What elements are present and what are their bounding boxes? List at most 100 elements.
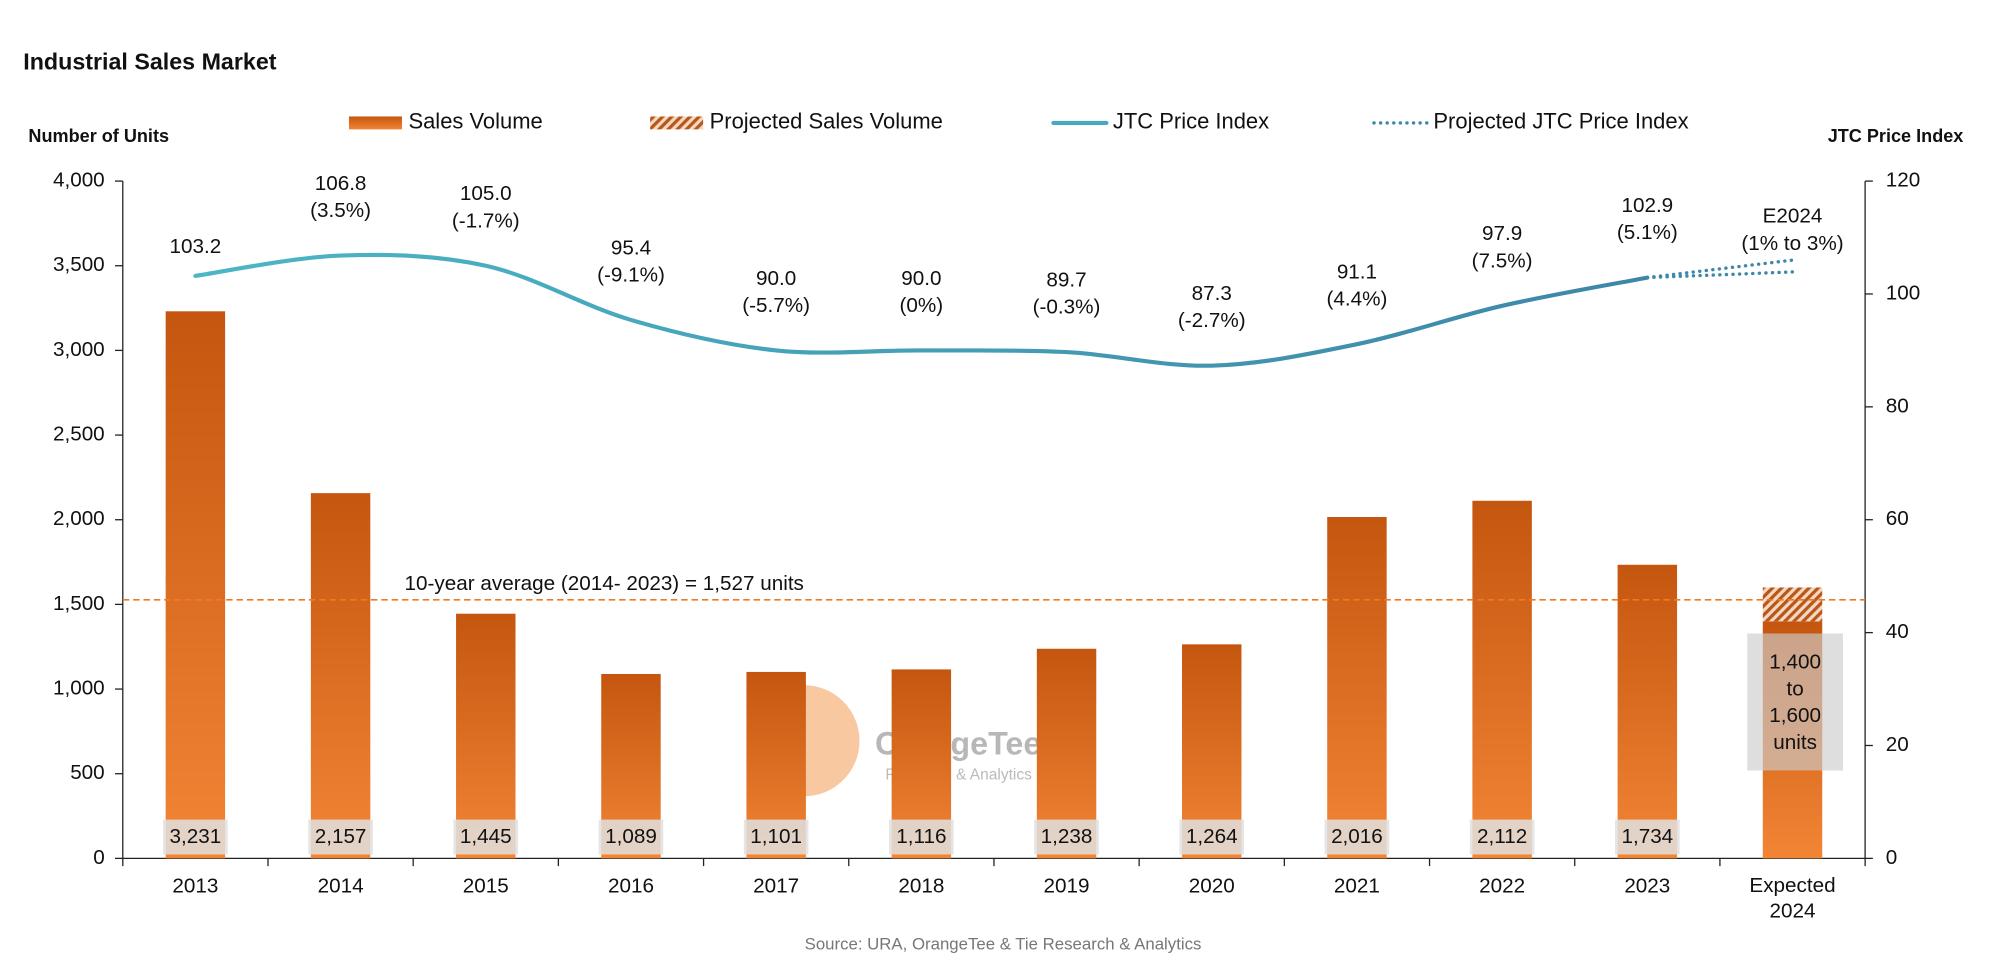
line-change-label: (-1.7%) xyxy=(452,209,520,232)
bar xyxy=(1472,500,1532,859)
bar xyxy=(310,493,371,859)
line-change-label: (4.4%) xyxy=(1326,288,1387,311)
legend-label: Sales Volume xyxy=(408,109,542,134)
line-change-label: (-9.1%) xyxy=(597,263,665,286)
value-label-bg xyxy=(1615,819,1680,855)
line-value-label: 97.9 xyxy=(1482,222,1522,245)
projected-line xyxy=(1645,270,1795,280)
projection-range: (1% to 3%) xyxy=(1741,232,1843,255)
line-value-label: 89.7 xyxy=(1046,268,1086,291)
y-tick-label: 2,500 xyxy=(53,423,105,446)
x-tick-label: Expected 2024 xyxy=(1749,874,1835,923)
bar xyxy=(165,311,226,859)
x-tick-label: 2019 xyxy=(1044,874,1090,897)
average-label: 10-year average (2014- 2023) = 1,527 uni… xyxy=(405,572,804,595)
y2-tick-label: 60 xyxy=(1886,507,1909,530)
x-tick-label: 2018 xyxy=(898,874,944,897)
value-label: 2,016 xyxy=(1331,825,1383,848)
line-value-label: 105.0 xyxy=(460,182,512,205)
y2-tick-label: 100 xyxy=(1886,281,1921,304)
value-label: 1,089 xyxy=(605,825,657,848)
y2-axis-title: JTC Price Index xyxy=(1828,126,1964,146)
y-tick-label: 1,500 xyxy=(53,592,105,615)
bar xyxy=(1617,564,1678,859)
projection-text: 1,600 xyxy=(1769,704,1821,727)
projection-text: units xyxy=(1773,731,1817,754)
bar xyxy=(1327,517,1387,859)
bar xyxy=(1762,587,1823,622)
line-change-label: (-5.7%) xyxy=(742,294,810,317)
line xyxy=(193,252,1650,368)
line-change-label: (-2.7%) xyxy=(1178,309,1246,332)
bar xyxy=(456,613,516,859)
x-tick-label: 2021 xyxy=(1334,874,1380,897)
x-tick-label: 2014 xyxy=(318,874,364,897)
line-value-label: 103.2 xyxy=(170,235,222,258)
x-tick-label: 2023 xyxy=(1624,874,1670,897)
y-axis-title: Number of Units xyxy=(28,126,169,146)
line-change-label: (7.5%) xyxy=(1472,249,1533,272)
value-label: 1,101 xyxy=(750,825,802,848)
value-label-bg xyxy=(889,819,954,855)
legend-label: Projected Sales Volume xyxy=(710,109,943,134)
line-value-label: 87.3 xyxy=(1192,282,1232,305)
source: Source: URA, OrangeTee & Tie Research & … xyxy=(805,934,1202,953)
y-tick-label: 3,000 xyxy=(53,338,105,361)
line-value-label: 95.4 xyxy=(611,236,651,259)
value-label: 2,157 xyxy=(315,825,367,848)
projection-box xyxy=(1747,633,1843,771)
x-tick-label: 2013 xyxy=(172,874,218,897)
y-tick-label: 4,000 xyxy=(53,169,105,192)
line-change-label: (0%) xyxy=(900,294,944,317)
x-tick-label: 2015 xyxy=(463,874,509,897)
value-label: 1,264 xyxy=(1186,825,1238,848)
line-value-label: 106.8 xyxy=(315,172,367,195)
y2-tick-label: 120 xyxy=(1886,169,1921,192)
value-label: 1,734 xyxy=(1621,825,1673,848)
value-label: 3,231 xyxy=(170,825,222,848)
value-label-bg xyxy=(308,819,373,855)
y-tick-label: 0 xyxy=(93,846,105,869)
value-label-bg xyxy=(743,819,809,855)
line-value-label: 90.0 xyxy=(756,267,796,290)
x-tick-label: 2016 xyxy=(608,874,654,897)
legend-swatch xyxy=(348,116,402,130)
y2-tick-label: 0 xyxy=(1886,846,1898,869)
value-label: 1,238 xyxy=(1041,825,1093,848)
x-tick-label: 2022 xyxy=(1479,874,1525,897)
line-value-label: 91.1 xyxy=(1337,261,1377,284)
projection-title: E2024 xyxy=(1763,205,1823,228)
chart-title: Industrial Sales Market xyxy=(23,49,277,75)
legend-label: Projected JTC Price Index xyxy=(1433,109,1688,134)
legend-label: JTC Price Index xyxy=(1113,109,1269,134)
y2-tick-label: 40 xyxy=(1886,620,1909,643)
y-tick-label: 3,500 xyxy=(53,253,105,276)
y-tick-label: 500 xyxy=(70,761,105,784)
value-label-bg xyxy=(163,819,228,855)
projection-text: to xyxy=(1786,677,1803,700)
value-label-bg xyxy=(1034,819,1099,855)
value-label: 2,112 xyxy=(1477,825,1527,848)
value-label: 1,445 xyxy=(460,825,512,848)
y2-tick-label: 80 xyxy=(1886,394,1909,417)
value-label: 1,116 xyxy=(896,825,946,848)
legend-swatch xyxy=(650,116,704,130)
line-value-label: 102.9 xyxy=(1621,194,1673,217)
value-label-bg xyxy=(1324,819,1390,855)
value-label-bg xyxy=(1469,819,1535,855)
line-change-label: (3.5%) xyxy=(310,199,371,222)
line-change-label: (-0.3%) xyxy=(1033,296,1101,319)
y2-tick-label: 20 xyxy=(1886,733,1909,756)
projected-line xyxy=(1645,258,1795,280)
x-tick-label: 2017 xyxy=(753,874,799,897)
value-label-bg xyxy=(453,819,519,855)
y-tick-label: 1,000 xyxy=(53,677,105,700)
y-tick-label: 2,000 xyxy=(53,507,105,530)
line-change-label: (5.1%) xyxy=(1617,221,1678,244)
x-tick-label: 2020 xyxy=(1189,874,1235,897)
value-label-bg xyxy=(598,819,664,855)
value-label-bg xyxy=(1179,819,1245,855)
line-value-label: 90.0 xyxy=(901,267,941,290)
